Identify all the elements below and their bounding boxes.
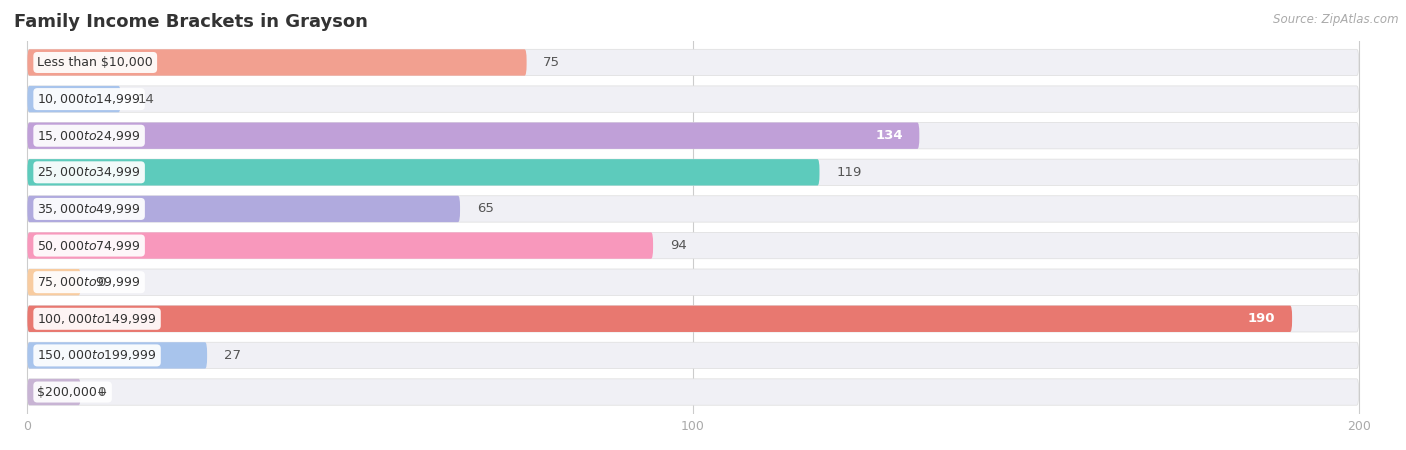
FancyBboxPatch shape xyxy=(27,379,1358,405)
FancyBboxPatch shape xyxy=(27,159,820,185)
FancyBboxPatch shape xyxy=(27,50,527,76)
FancyBboxPatch shape xyxy=(27,342,207,369)
Text: 190: 190 xyxy=(1249,312,1275,325)
FancyBboxPatch shape xyxy=(27,232,1358,259)
FancyBboxPatch shape xyxy=(27,86,1358,112)
FancyBboxPatch shape xyxy=(27,159,1358,185)
FancyBboxPatch shape xyxy=(27,269,1358,295)
FancyBboxPatch shape xyxy=(27,306,1292,332)
Text: 119: 119 xyxy=(837,166,862,179)
FancyBboxPatch shape xyxy=(27,232,652,259)
Text: $10,000 to $14,999: $10,000 to $14,999 xyxy=(38,92,141,106)
FancyBboxPatch shape xyxy=(27,50,1358,76)
Text: $15,000 to $24,999: $15,000 to $24,999 xyxy=(38,129,141,143)
Text: 0: 0 xyxy=(97,386,105,399)
Text: $200,000+: $200,000+ xyxy=(38,386,108,399)
FancyBboxPatch shape xyxy=(27,196,460,222)
FancyBboxPatch shape xyxy=(27,86,121,112)
Text: 14: 14 xyxy=(138,93,155,106)
FancyBboxPatch shape xyxy=(27,122,920,149)
Text: Family Income Brackets in Grayson: Family Income Brackets in Grayson xyxy=(14,13,368,31)
FancyBboxPatch shape xyxy=(27,306,1358,332)
Text: 75: 75 xyxy=(543,56,560,69)
Text: $35,000 to $49,999: $35,000 to $49,999 xyxy=(38,202,141,216)
Text: 27: 27 xyxy=(224,349,240,362)
Text: $25,000 to $34,999: $25,000 to $34,999 xyxy=(38,165,141,179)
Text: 94: 94 xyxy=(669,239,686,252)
Text: Less than $10,000: Less than $10,000 xyxy=(38,56,153,69)
Text: $100,000 to $149,999: $100,000 to $149,999 xyxy=(38,312,157,326)
Text: $150,000 to $199,999: $150,000 to $199,999 xyxy=(38,348,157,362)
Text: 65: 65 xyxy=(477,202,494,216)
FancyBboxPatch shape xyxy=(27,269,80,295)
Text: Source: ZipAtlas.com: Source: ZipAtlas.com xyxy=(1274,14,1399,27)
Text: $75,000 to $99,999: $75,000 to $99,999 xyxy=(38,275,141,289)
Text: $50,000 to $74,999: $50,000 to $74,999 xyxy=(38,238,141,252)
FancyBboxPatch shape xyxy=(27,379,80,405)
Text: 0: 0 xyxy=(97,276,105,289)
Text: 134: 134 xyxy=(875,129,903,142)
FancyBboxPatch shape xyxy=(27,196,1358,222)
FancyBboxPatch shape xyxy=(27,122,1358,149)
FancyBboxPatch shape xyxy=(27,342,1358,369)
